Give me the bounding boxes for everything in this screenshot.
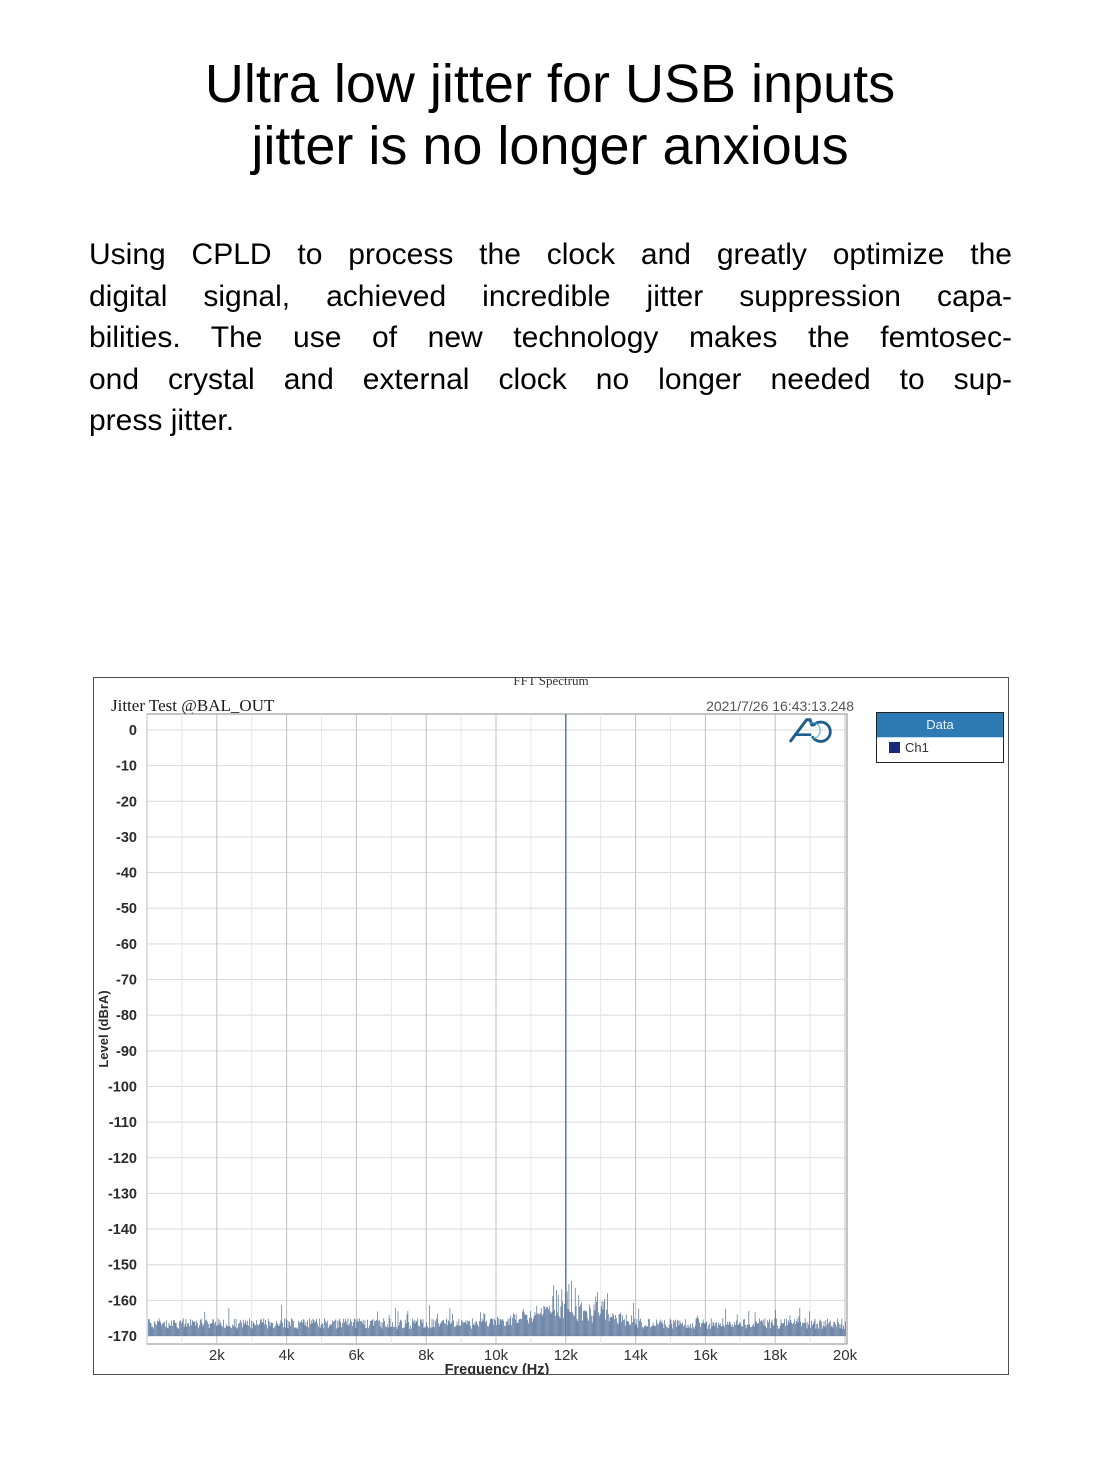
- svg-text:14k: 14k: [624, 1347, 649, 1364]
- svg-text:0: 0: [129, 723, 137, 739]
- svg-text:2k: 2k: [209, 1347, 225, 1364]
- svg-text:-50: -50: [116, 901, 137, 917]
- svg-text:-100: -100: [108, 1079, 137, 1095]
- svg-text:-40: -40: [116, 866, 137, 882]
- svg-text:-130: -130: [108, 1186, 137, 1202]
- svg-text:-120: -120: [108, 1151, 137, 1167]
- svg-text:4k: 4k: [279, 1347, 295, 1364]
- svg-text:-30: -30: [116, 830, 137, 846]
- svg-text:-90: -90: [116, 1044, 137, 1060]
- svg-text:-150: -150: [108, 1258, 137, 1274]
- svg-text:Level (dBrA): Level (dBrA): [96, 990, 111, 1067]
- svg-text:FFT Spectrum: FFT Spectrum: [513, 678, 588, 688]
- svg-text:-20: -20: [116, 794, 137, 810]
- svg-text:6k: 6k: [348, 1347, 364, 1364]
- svg-text:-140: -140: [108, 1222, 137, 1238]
- svg-text:-170: -170: [108, 1329, 137, 1345]
- svg-text:8k: 8k: [418, 1347, 434, 1364]
- svg-text:2021/7/26 16:43:13.248: 2021/7/26 16:43:13.248: [706, 698, 854, 714]
- svg-text:-10: -10: [116, 759, 137, 775]
- svg-text:-70: -70: [116, 973, 137, 989]
- svg-text:-160: -160: [108, 1293, 137, 1309]
- svg-text:20k: 20k: [833, 1347, 858, 1364]
- svg-text:18k: 18k: [763, 1347, 788, 1364]
- svg-text:Frequency (Hz): Frequency (Hz): [445, 1362, 550, 1374]
- svg-text:16k: 16k: [693, 1347, 718, 1364]
- svg-text:-60: -60: [116, 937, 137, 953]
- svg-text:-80: -80: [116, 1008, 137, 1024]
- svg-text:-110: -110: [109, 1115, 137, 1131]
- svg-text:Jitter Test @BAL_OUT: Jitter Test @BAL_OUT: [111, 696, 275, 715]
- svg-text:12k: 12k: [554, 1347, 579, 1364]
